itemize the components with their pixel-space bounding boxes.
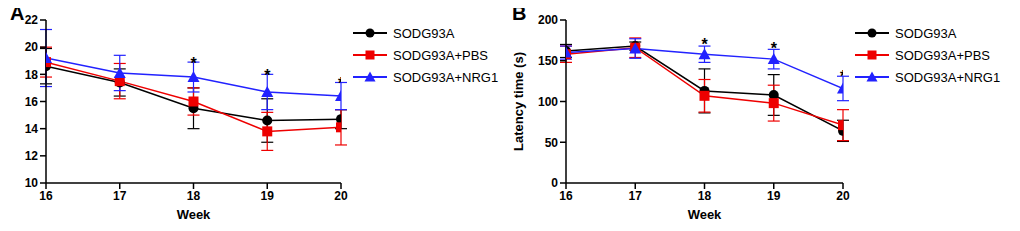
svg-text:17: 17 xyxy=(113,189,127,203)
svg-text:14: 14 xyxy=(25,122,39,136)
svg-text:Week: Week xyxy=(688,207,722,222)
svg-text:20: 20 xyxy=(334,189,348,203)
svg-text:20: 20 xyxy=(836,189,850,203)
svg-text:17: 17 xyxy=(629,189,643,203)
svg-text:0: 0 xyxy=(551,176,558,190)
svg-text:Latency time (s): Latency time (s) xyxy=(511,52,526,151)
svg-text:22: 22 xyxy=(25,13,39,27)
svg-text:*: * xyxy=(701,36,708,53)
svg-text:18: 18 xyxy=(187,189,201,203)
svg-text:19: 19 xyxy=(767,189,781,203)
html-text:SODG93A+NRG1: SODG93A+NRG1 xyxy=(895,69,1001,85)
html-text:SODG93A: SODG93A xyxy=(393,25,455,41)
svg-text:150: 150 xyxy=(538,54,558,68)
html-text:SODG93A+NRG1: SODG93A+NRG1 xyxy=(393,69,499,85)
svg-text:16: 16 xyxy=(559,189,573,203)
svg-text:18: 18 xyxy=(698,189,712,203)
svg-text:*: * xyxy=(338,75,341,92)
html-text:SODG93A+PBS: SODG93A+PBS xyxy=(895,47,990,63)
svg-text:*: * xyxy=(771,40,778,57)
html-text:SODG93A: SODG93A xyxy=(895,25,957,41)
svg-text:Week: Week xyxy=(177,207,211,222)
svg-text:16: 16 xyxy=(25,95,39,109)
svg-text:19: 19 xyxy=(261,189,275,203)
svg-text:20: 20 xyxy=(25,40,39,54)
svg-text:10: 10 xyxy=(25,176,39,190)
svg-text:200: 200 xyxy=(538,13,558,27)
svg-text:50: 50 xyxy=(545,136,559,150)
svg-text:100: 100 xyxy=(538,95,558,109)
svg-text:*: * xyxy=(190,55,197,72)
html-text:SODG93A+PBS: SODG93A+PBS xyxy=(393,47,488,63)
svg-text:*: * xyxy=(264,67,271,84)
svg-text:12: 12 xyxy=(25,149,39,163)
svg-text:18: 18 xyxy=(25,68,39,82)
svg-text:16: 16 xyxy=(39,189,53,203)
svg-text:*: * xyxy=(840,68,843,85)
